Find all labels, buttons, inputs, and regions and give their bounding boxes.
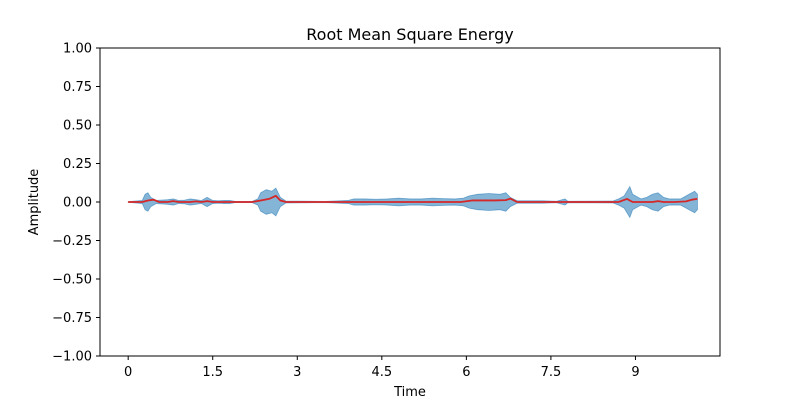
x-tick-label: 7.5 — [541, 365, 562, 380]
y-tick-label: 0.25 — [63, 157, 92, 172]
x-tick-label: 6 — [462, 365, 470, 380]
x-tick-label: 4.5 — [371, 365, 392, 380]
x-tick-label: 1.5 — [202, 365, 223, 380]
y-axis-label: Amplitude — [27, 169, 42, 236]
y-tick-label: 0.75 — [63, 80, 92, 95]
y-tick-label: 1.00 — [63, 42, 92, 57]
y-tick-label: −0.25 — [52, 234, 92, 249]
y-tick-label: −1.00 — [52, 350, 92, 365]
x-tick-label: 3 — [293, 365, 301, 380]
x-tick-label: 0 — [124, 365, 132, 380]
y-tick-label: 0.00 — [63, 196, 92, 211]
x-axis-label: Time — [393, 385, 426, 400]
rms-line — [128, 194, 698, 203]
x-axis-ticks: 0 1.5 3 4.5 6 7.5 9 — [124, 356, 640, 380]
y-tick-label: 0.50 — [63, 119, 92, 134]
x-tick-label: 9 — [631, 365, 639, 380]
y-tick-label: −0.75 — [52, 311, 92, 326]
y-tick-label: −0.50 — [52, 273, 92, 288]
rms-line-layer — [128, 194, 698, 203]
chart-title: Root Mean Square Energy — [306, 25, 513, 44]
y-axis-ticks: 1.00 0.75 0.50 0.25 0.00 −0.25 −0.50 −0.75 −1.00 — [52, 42, 100, 365]
